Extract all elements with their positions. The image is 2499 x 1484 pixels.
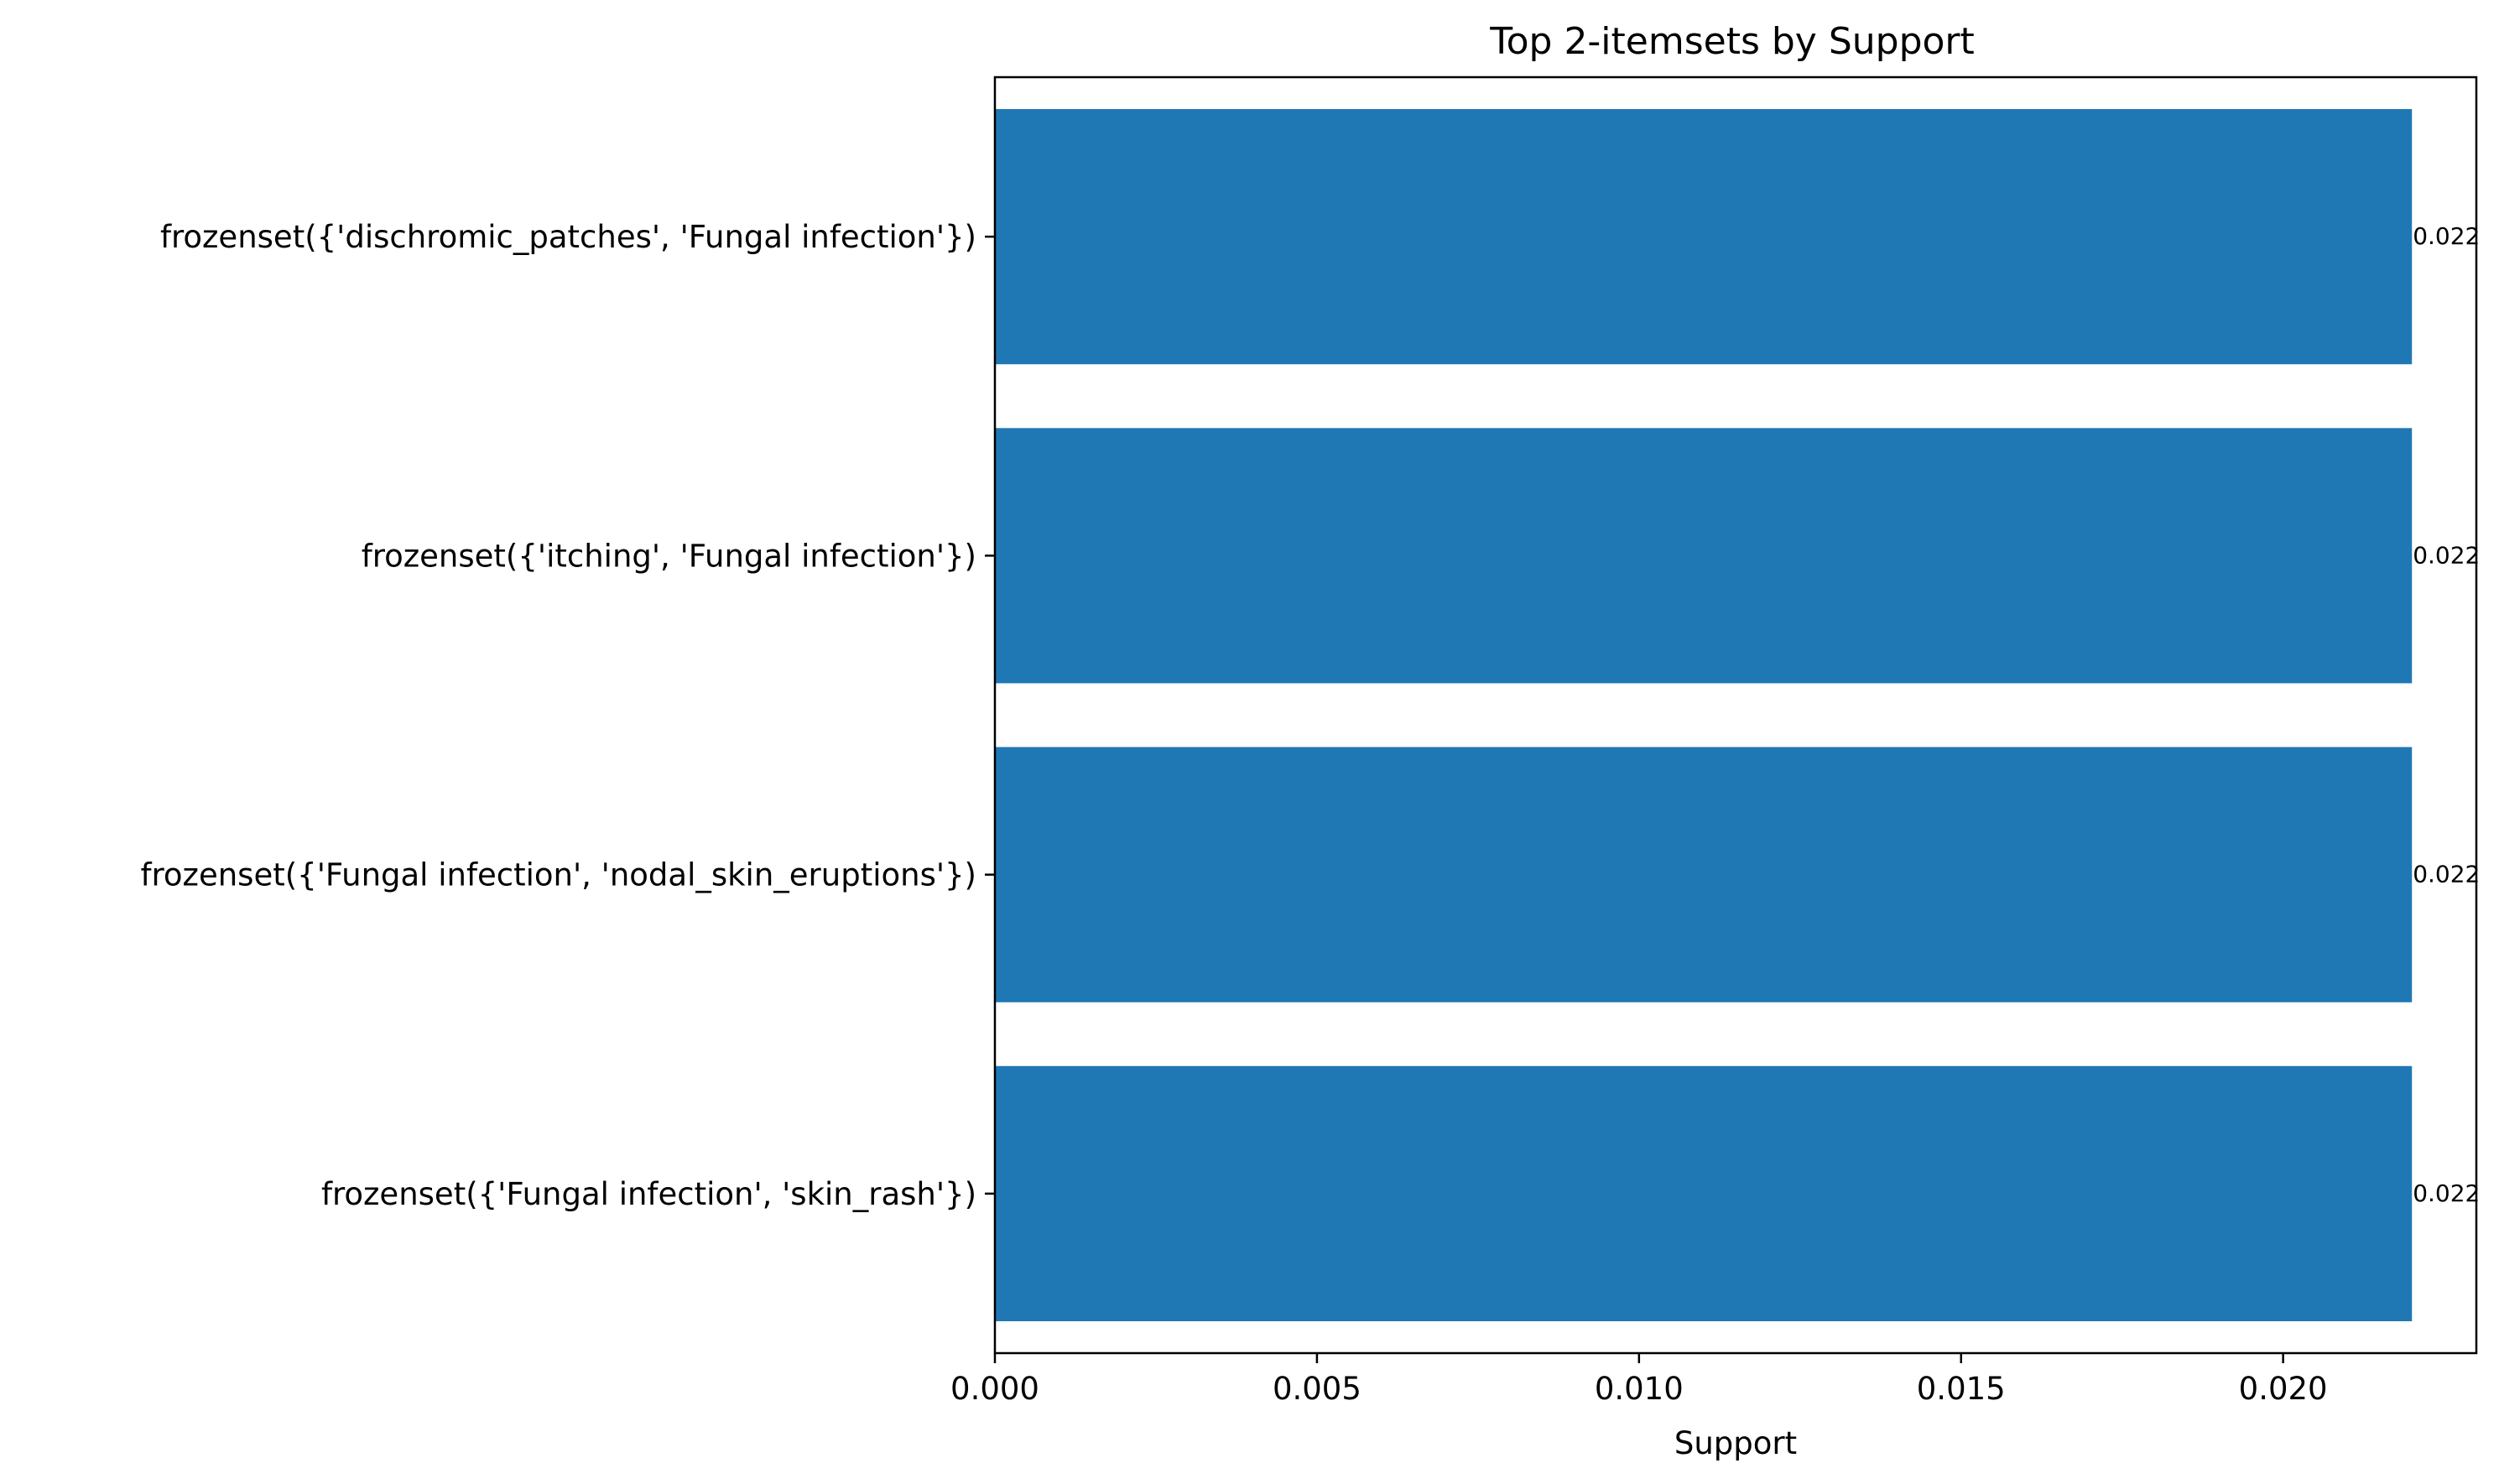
x-axis-label: Support <box>1674 1425 1797 1461</box>
bar <box>995 747 2413 1002</box>
data-label: 0.022 <box>2413 541 2480 569</box>
y-tick-label: frozenset({'Fungal infection', 'skin_ras… <box>321 1176 976 1212</box>
data-label: 0.022 <box>2413 861 2480 888</box>
plot-frame <box>993 76 2478 1355</box>
data-label: 0.022 <box>2413 222 2480 250</box>
y-axis: frozenset({'dischromic_patches', 'Fungal… <box>140 219 995 1212</box>
y-tick-label: frozenset({'itching', 'Fungal infection'… <box>362 538 976 574</box>
bar <box>995 109 2413 365</box>
data-label: 0.022 <box>2413 1179 2480 1207</box>
y-tick-label: frozenset({'dischromic_patches', 'Fungal… <box>160 219 976 255</box>
x-tick-label: 0.010 <box>1595 1371 1684 1407</box>
bar <box>995 1065 2413 1321</box>
data-labels-layer: 0.022 0.022 0.022 0.022 <box>2413 222 2480 1207</box>
chart-title: Top 2-itemsets by Support <box>1489 20 1975 63</box>
bar <box>995 428 2413 684</box>
x-tick-label: 0.015 <box>1917 1371 2006 1407</box>
x-tick-label: 0.005 <box>1273 1371 1361 1407</box>
x-tick-label: 0.020 <box>2239 1371 2328 1407</box>
bars-layer <box>995 109 2413 1321</box>
y-tick-label: frozenset({'Fungal infection', 'nodal_sk… <box>140 857 976 893</box>
x-tick-label: 0.000 <box>950 1371 1039 1407</box>
x-axis: 0.000 0.005 0.010 0.015 0.020 <box>950 1353 2328 1407</box>
